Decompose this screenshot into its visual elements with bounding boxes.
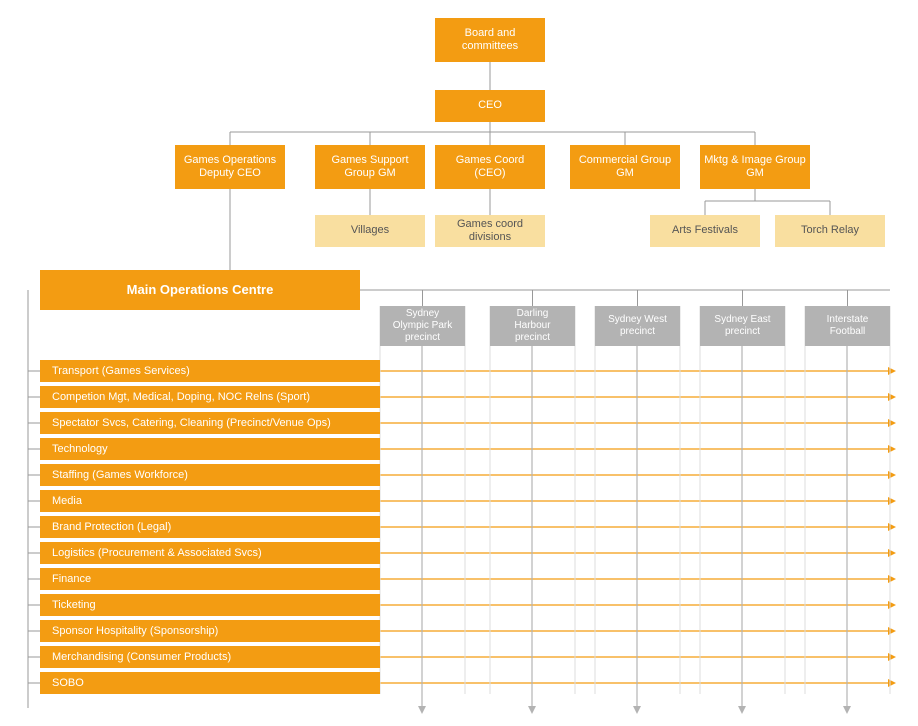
function-row: Logistics (Procurement & Associated Svcs… (40, 542, 380, 564)
level3-node: Villages (315, 215, 425, 247)
level3-node: Games coorddivisions (435, 215, 545, 247)
function-row: Merchandising (Consumer Products) (40, 646, 380, 668)
function-row: Media (40, 490, 380, 512)
function-row: Technology (40, 438, 380, 460)
level2-node: Games Coord (CEO) (435, 145, 545, 189)
precinct-node: InterstateFootball (805, 306, 890, 346)
precinct-node: Sydney Westprecinct (595, 306, 680, 346)
level3-node: Arts Festivals (650, 215, 760, 247)
precinct-node: Sydney Eastprecinct (700, 306, 785, 346)
function-row: Spectator Svcs, Catering, Cleaning (Prec… (40, 412, 380, 434)
function-row: Ticketing (40, 594, 380, 616)
level2-node: Commercial GroupGM (570, 145, 680, 189)
main-operations-centre: Main Operations Centre (40, 270, 360, 310)
function-row: Finance (40, 568, 380, 590)
function-row: Competion Mgt, Medical, Doping, NOC Reln… (40, 386, 380, 408)
function-row: SOBO (40, 672, 380, 694)
function-row: Transport (Games Services) (40, 360, 380, 382)
function-row: Staffing (Games Workforce) (40, 464, 380, 486)
level3-node: Torch Relay (775, 215, 885, 247)
level2-node: Mktg & Image GroupGM (700, 145, 810, 189)
precinct-node: SydneyOlympic Parkprecinct (380, 306, 465, 346)
level2-node: Games OperationsDeputy CEO (175, 145, 285, 189)
function-row: Brand Protection (Legal) (40, 516, 380, 538)
node-ceo: CEO (435, 90, 545, 122)
node-board: Board andcommittees (435, 18, 545, 62)
function-row: Sponsor Hospitality (Sponsorship) (40, 620, 380, 642)
level2-node: Games SupportGroup GM (315, 145, 425, 189)
precinct-node: DarlingHarbourprecinct (490, 306, 575, 346)
